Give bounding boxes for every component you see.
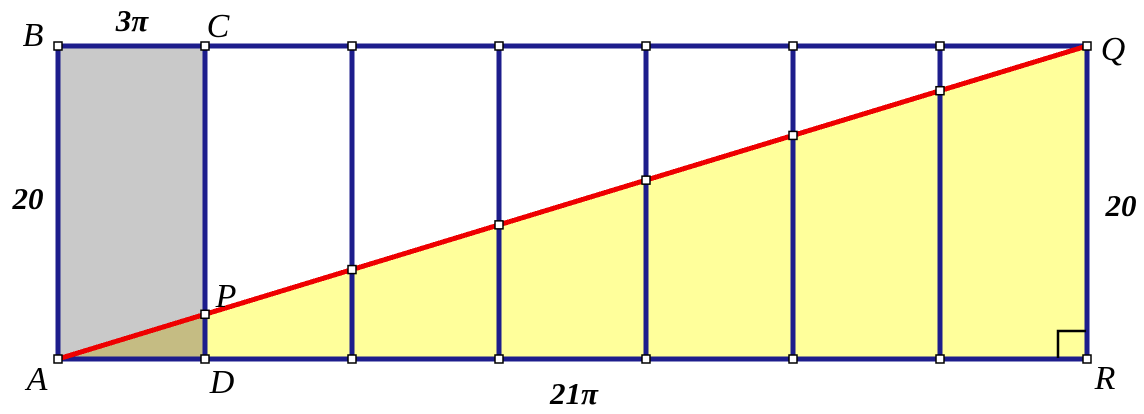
vertex-marker: [935, 41, 945, 51]
label-right-height: 20: [1105, 188, 1137, 223]
label-Q: Q: [1101, 31, 1126, 68]
outer-rectangle-border: [55, 43, 1090, 362]
label-C: C: [207, 8, 230, 45]
vertex-marker: [347, 264, 357, 275]
diagonal-line-AQ: [57, 43, 1088, 362]
vertex-marker: [494, 41, 504, 51]
vertex-marker: [788, 354, 798, 364]
vertex-marker: [788, 130, 798, 141]
vertex-marker: [494, 220, 504, 230]
vertex-marker: [1082, 41, 1092, 51]
vertex-marker: [935, 354, 945, 364]
vertex-marker: [200, 41, 210, 51]
vertex-marker: [494, 354, 504, 364]
label-bottom-length: 21π: [549, 376, 599, 411]
strip-dividers: [202, 46, 943, 359]
label-R: R: [1094, 360, 1116, 397]
vertex-marker: [935, 85, 945, 96]
vertex-marker: [1082, 354, 1092, 364]
label-top-segment-length: 3π: [115, 3, 150, 38]
label-left-height: 20: [12, 181, 44, 216]
gray-rectangle-ABCD: [58, 46, 205, 359]
label-D: D: [209, 364, 235, 401]
label-P: P: [215, 278, 237, 315]
vertex-marker: [641, 41, 651, 51]
vertex-marker: [641, 354, 651, 364]
vertex-marker: [200, 354, 210, 364]
label-A: A: [25, 361, 48, 398]
label-B: B: [23, 17, 44, 54]
vertex-marker: [53, 41, 63, 51]
vertex-marker: [200, 309, 210, 320]
vertex-markers: [53, 41, 1092, 364]
vertex-marker: [788, 41, 798, 51]
vertex-marker: [53, 354, 63, 364]
vertex-marker: [641, 175, 651, 185]
vertex-marker: [347, 41, 357, 51]
vertex-marker: [347, 354, 357, 364]
right-angle-mark: [1056, 329, 1086, 358]
